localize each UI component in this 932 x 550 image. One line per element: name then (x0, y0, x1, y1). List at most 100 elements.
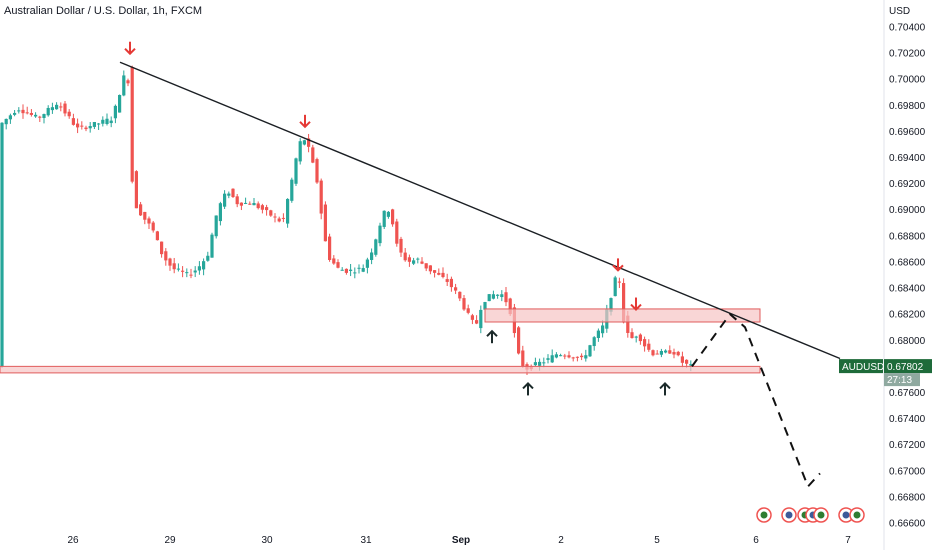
candle-up (609, 298, 613, 312)
projected-path-dashed[interactable] (691, 312, 821, 489)
candle-up (42, 114, 46, 118)
price-tick-label: 0.69800 (889, 101, 926, 112)
price-tick-label: 0.69200 (889, 179, 926, 190)
candle-down (239, 202, 243, 206)
candle-down (160, 241, 164, 255)
arrow-head (522, 382, 534, 390)
economic-event-icon[interactable] (813, 507, 829, 523)
last-price-badge: AUDUSD 0.67802 27:13 (839, 359, 932, 387)
candle-up (290, 179, 294, 201)
economic-event-icon[interactable] (781, 507, 797, 523)
time-tick-label: 26 (67, 535, 79, 546)
economic-event-icon[interactable] (756, 507, 772, 523)
price-tick-label: 0.70000 (889, 75, 926, 86)
candle-up (298, 141, 302, 162)
price-tick-label: 0.67600 (889, 388, 926, 399)
candle-down (433, 270, 437, 273)
arrow-head (486, 329, 498, 337)
candle-down (277, 218, 281, 222)
time-tick-label: 29 (164, 535, 176, 546)
up-arrow-icon (486, 329, 498, 344)
candle-up (601, 325, 605, 334)
descending-trendline[interactable] (119, 61, 841, 360)
candle-up (55, 104, 59, 110)
symbol-label: AUDUSD (842, 362, 884, 373)
candle-up (227, 193, 231, 196)
candle-down (437, 272, 441, 275)
candle-up (122, 75, 126, 96)
candle-up (584, 355, 588, 359)
candle-down (622, 283, 626, 323)
candle-down (323, 204, 327, 242)
candle-up (202, 261, 206, 270)
candle-up (105, 118, 109, 124)
candle-up (542, 362, 546, 364)
price-tick-label: 0.69400 (889, 153, 926, 164)
candle-down (181, 270, 185, 272)
candle-up (34, 114, 38, 117)
candle-down (668, 350, 672, 354)
candle-up (244, 202, 248, 204)
candle-down (575, 356, 579, 358)
candle-up (109, 120, 113, 124)
candle-down (420, 261, 424, 264)
candle-down (273, 216, 277, 218)
candle-down (676, 351, 680, 356)
resistance-zone[interactable] (484, 308, 761, 323)
time-tick-label: 7 (845, 535, 851, 546)
candle-down (235, 196, 239, 205)
candle-up (533, 362, 537, 366)
candle-down (189, 274, 193, 276)
price-tick-label: 0.69000 (889, 205, 926, 216)
candle-down (76, 123, 80, 128)
candle-down (424, 263, 428, 269)
arrow-head (299, 121, 311, 129)
candle-up (378, 225, 382, 244)
candle-down (475, 320, 479, 324)
economic-events-row[interactable] (756, 507, 865, 523)
candle-up (412, 260, 416, 264)
price-tick-label: 0.68600 (889, 257, 926, 268)
time-tick-label: 30 (261, 535, 273, 546)
candle-down (71, 118, 75, 125)
arrow-head (612, 264, 624, 272)
down-arrow-icon (124, 41, 136, 56)
price-tick-label: 0.67000 (889, 466, 926, 477)
candle-down (59, 106, 63, 108)
candle-down (143, 211, 147, 220)
countdown-bg (884, 373, 920, 387)
candle-down (248, 203, 252, 205)
economic-event-icon[interactable] (838, 507, 854, 523)
candle-down (84, 127, 88, 130)
candle-up (185, 272, 189, 274)
candle-up (550, 355, 554, 363)
candle-down (651, 350, 655, 356)
down-arrow-icon (630, 297, 642, 311)
candle-down (517, 327, 521, 354)
event-flag (785, 511, 793, 519)
candle-up (46, 107, 50, 116)
candle-up (210, 234, 214, 258)
event-flag (760, 511, 768, 519)
arrow-head (659, 382, 671, 390)
candle-down (25, 112, 29, 114)
annotations-layer (0, 41, 841, 489)
candle-up (294, 158, 298, 184)
candle-down (328, 236, 332, 260)
candle-down (563, 355, 567, 357)
candle-down (458, 291, 462, 299)
candle-down (407, 257, 411, 262)
support-zone[interactable] (0, 365, 761, 374)
last-price-bg (884, 359, 932, 374)
economic-event-icon[interactable] (849, 507, 865, 523)
candle-up (50, 107, 54, 111)
candle-up (357, 267, 361, 269)
price-axis[interactable]: 0.70400 0.70200 0.70000 0.69800 0.69600 0.694… (889, 23, 926, 530)
time-tick-label: 5 (654, 535, 660, 546)
candle-down (395, 221, 399, 244)
time-axis[interactable]: 26 29 30 31 Sep 2 5 6 7 (67, 535, 851, 546)
candle-up (483, 302, 487, 310)
candle-up (382, 210, 386, 227)
candle-down (172, 263, 176, 270)
